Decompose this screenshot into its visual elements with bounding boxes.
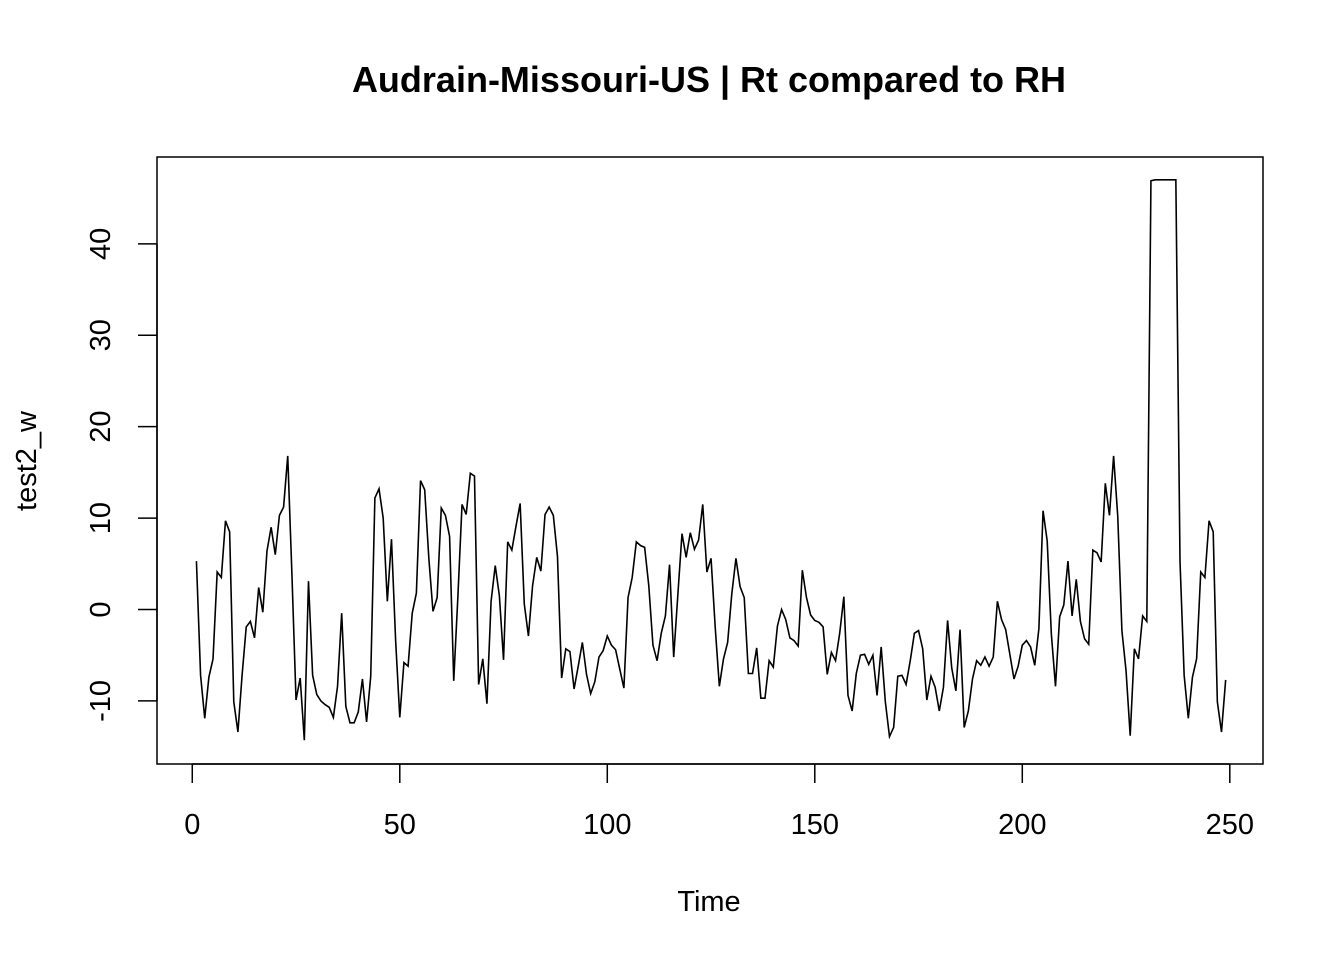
y-tick-label: 10	[85, 502, 117, 534]
x-tick-label: 250	[1206, 809, 1254, 841]
x-tick-label: 200	[998, 809, 1046, 841]
chart-title: Audrain-Missouri-US | Rt compared to RH	[352, 59, 1066, 101]
plot-frame	[156, 156, 1264, 765]
y-tick-label: 40	[85, 228, 117, 260]
y-axis-label: test2_w	[11, 410, 43, 511]
x-tick-label: 150	[791, 809, 839, 841]
x-axis: 0 50 100 150 200 250	[184, 763, 1254, 841]
x-tick-label: 0	[184, 809, 200, 841]
y-tick-label: 30	[85, 319, 117, 351]
x-tick-label: 100	[583, 809, 631, 841]
x-tick-label: 50	[384, 809, 416, 841]
series-line	[195, 179, 1227, 741]
y-tick-label: 0	[85, 601, 117, 617]
x-axis-label: Time	[677, 886, 740, 918]
y-tick-label: 20	[85, 411, 117, 443]
y-tick-label: -10	[85, 680, 117, 722]
y-axis: -10 0 10 20 30 40	[85, 228, 158, 722]
